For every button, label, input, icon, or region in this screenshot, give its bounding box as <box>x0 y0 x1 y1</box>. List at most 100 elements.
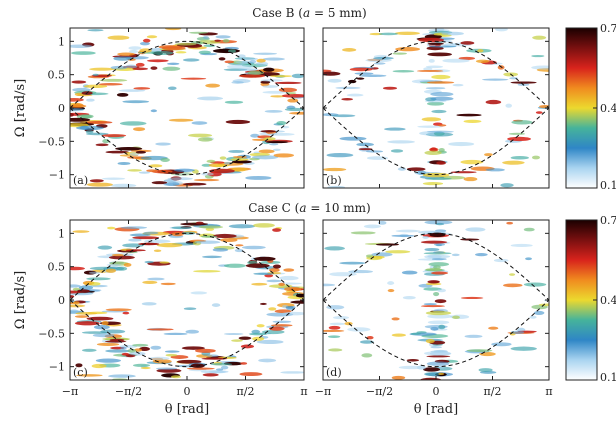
colorbar-tick-label: 0.7 <box>600 214 616 227</box>
heat-streak <box>151 50 174 56</box>
y-axis-label: Ω [rad/s] <box>13 271 28 329</box>
heat-streak <box>441 31 464 36</box>
heat-streak <box>70 266 85 271</box>
heat-streak <box>531 54 545 58</box>
heat-streak <box>129 152 140 157</box>
heat-streak <box>109 338 125 342</box>
heat-streak <box>231 81 244 84</box>
heat-streak <box>165 28 182 31</box>
heat-streak <box>392 52 407 55</box>
heat-streak <box>118 89 146 92</box>
y-tick-label: −1 <box>49 361 65 374</box>
heat-streak <box>401 270 418 275</box>
heat-streak <box>430 91 454 97</box>
heat-streak <box>241 245 266 250</box>
heat-streak <box>391 234 415 237</box>
heat-streak <box>70 117 91 122</box>
heat-streak <box>251 282 268 286</box>
heat-streak <box>96 342 120 346</box>
heat-streak <box>426 361 450 366</box>
heat-streak <box>171 226 193 230</box>
heat-streak <box>255 61 269 67</box>
heat-streak <box>488 326 499 330</box>
heat-streak <box>135 150 147 154</box>
y-axis-label: Ω [rad/s] <box>13 79 28 137</box>
heat-streak <box>253 223 275 228</box>
heat-streak <box>89 67 115 71</box>
heat-streak <box>391 317 400 321</box>
heat-streak <box>70 51 96 55</box>
heat-streak <box>427 320 450 325</box>
heat-streak <box>424 150 442 156</box>
heat-streak <box>347 79 357 84</box>
heat-streak <box>86 316 114 321</box>
x-tick-label: −π <box>62 385 78 398</box>
heat-streak <box>91 363 107 369</box>
heat-streak <box>450 171 477 174</box>
heat-streak <box>523 227 535 232</box>
heat-streak <box>431 257 447 261</box>
panel-label: (d) <box>326 366 342 379</box>
heat-streak <box>148 164 163 168</box>
heat-streak <box>502 160 525 165</box>
heat-streak <box>95 143 109 147</box>
heat-streak <box>237 54 246 58</box>
heat-streak <box>85 130 94 134</box>
heat-streak <box>222 39 230 43</box>
heat-streak <box>361 353 373 358</box>
heat-streak <box>228 224 256 229</box>
colorbar-tick-label: 0.1 <box>600 179 616 192</box>
heat-streak <box>395 46 421 52</box>
heat-streak <box>215 35 231 39</box>
heat-streak <box>86 182 113 187</box>
heat-streak <box>151 181 168 185</box>
heat-streak <box>139 41 150 46</box>
heat-streak <box>259 302 267 305</box>
heat-streak <box>105 150 130 154</box>
heat-streak <box>86 277 111 281</box>
heat-streak <box>539 104 549 109</box>
heat-streak <box>253 272 273 275</box>
heat-streak <box>89 179 104 183</box>
heat-streak <box>124 64 138 69</box>
heat-streak <box>86 98 95 102</box>
heat-streak <box>122 100 150 104</box>
heat-streak <box>323 283 335 287</box>
heat-streak <box>182 58 200 62</box>
heat-streak <box>482 78 509 81</box>
heat-streak <box>356 142 374 147</box>
heat-streak <box>146 328 174 331</box>
x-axis-label: θ [rad] <box>414 402 458 417</box>
x-axis-label: θ [rad] <box>165 402 209 417</box>
heat-streak <box>269 143 279 146</box>
heat-streak <box>159 261 170 264</box>
heat-streak <box>185 329 200 334</box>
heat-streak <box>187 133 213 138</box>
heat-streak <box>156 368 182 373</box>
heat-streak <box>339 136 367 141</box>
x-tick-label: −π/2 <box>115 385 142 398</box>
heat-streak <box>201 357 228 360</box>
heat-streak <box>327 185 346 188</box>
heat-streak <box>138 242 160 246</box>
heat-streak <box>375 243 400 246</box>
heat-streak <box>429 232 446 238</box>
heat-streak <box>342 48 357 52</box>
heat-streak <box>431 74 451 80</box>
heat-streak <box>129 351 146 356</box>
heat-streak <box>122 243 144 248</box>
heat-streak <box>105 268 117 273</box>
colorbar <box>565 219 598 381</box>
heat-streak <box>493 258 509 263</box>
heat-streak <box>390 149 404 153</box>
heat-streak <box>183 307 197 310</box>
heat-streak <box>273 148 281 151</box>
heat-streak <box>115 266 128 271</box>
heat-streak <box>427 42 444 45</box>
heat-streak <box>245 175 272 180</box>
heat-streak <box>366 336 374 340</box>
heat-streak <box>278 282 285 286</box>
heat-streak <box>510 243 533 247</box>
heat-streak <box>70 295 75 298</box>
heat-streak <box>491 342 512 347</box>
